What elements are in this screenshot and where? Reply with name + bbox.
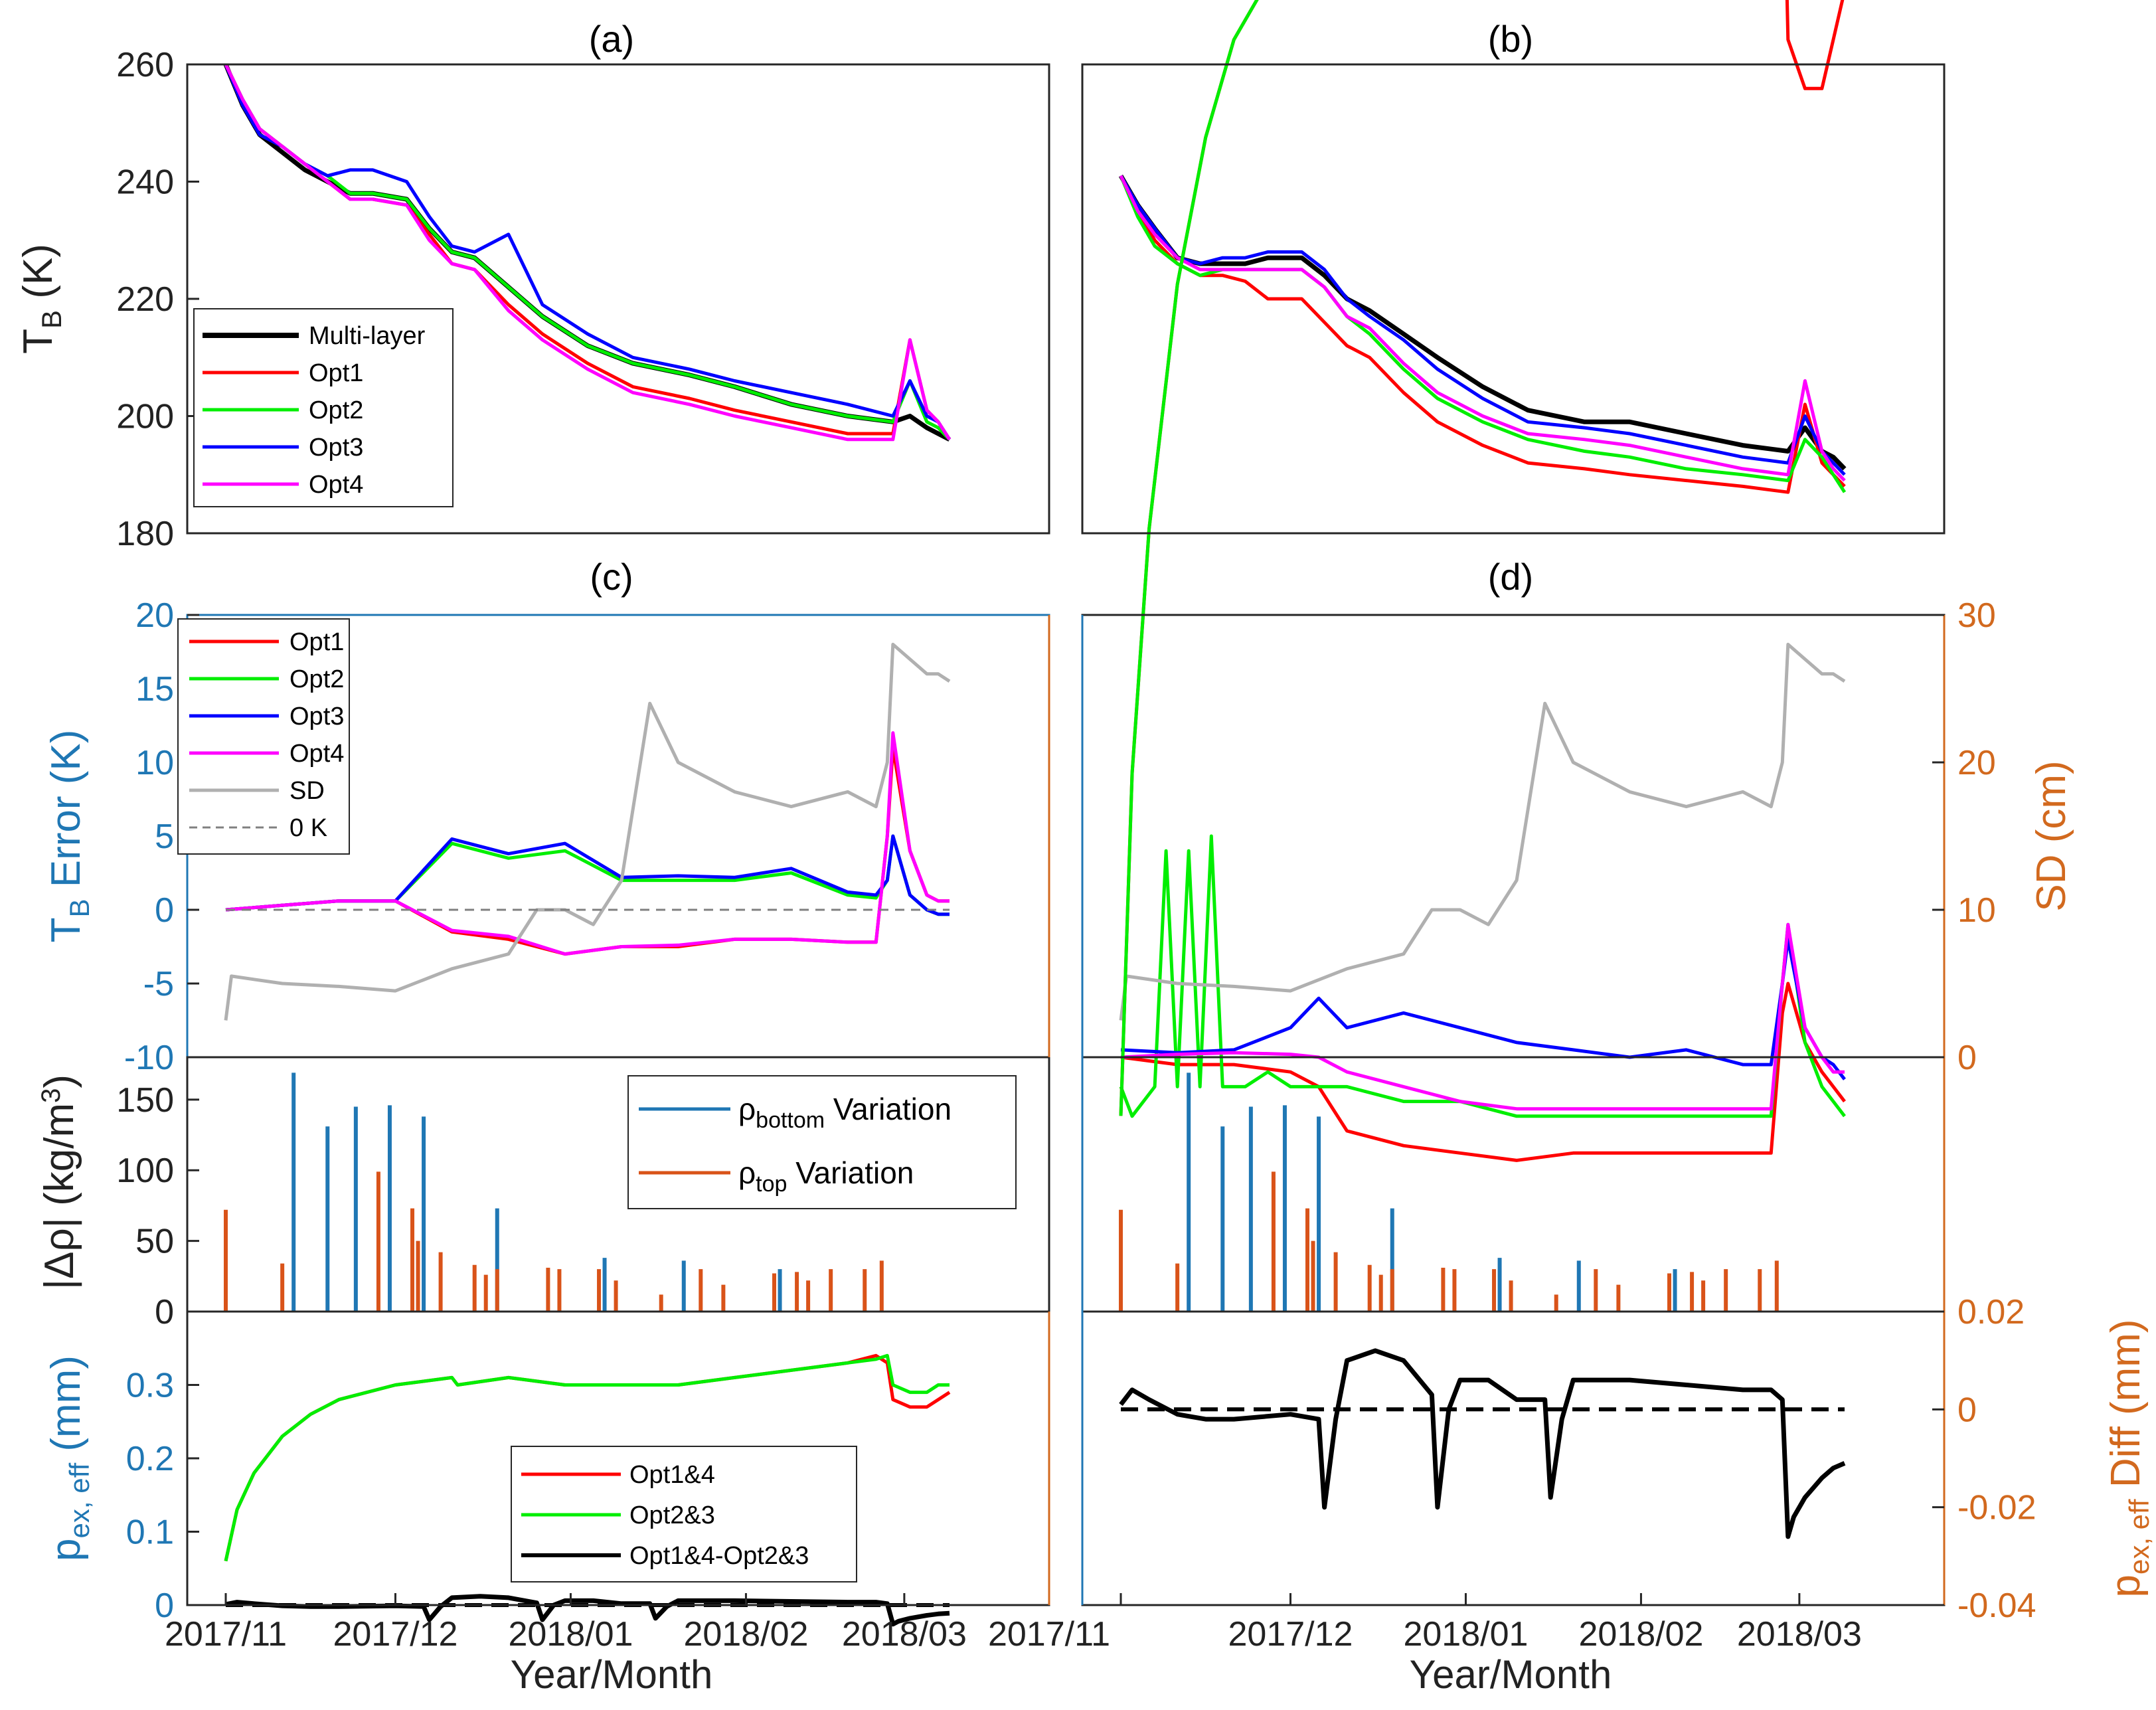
xtick-cp-1: 2017/12 (333, 1615, 457, 1654)
ytick-pex-tick-1: 0.1 (126, 1513, 174, 1552)
panel-b-frame (1081, 63, 1946, 535)
ytick-c-tick-1: -5 (143, 965, 174, 1003)
ytick-pex-tick-0: 0 (155, 1586, 174, 1625)
legend-c-item-4: Opt4 (290, 740, 344, 768)
legend-a-item-3: Opt2 (309, 396, 363, 424)
legend-c-item-3: Opt3 (290, 703, 344, 730)
legend-a: Multi-layer Opt1 Opt2 Opt3 Opt4 (193, 308, 454, 507)
xtick-cp-3: 2018/02 (683, 1615, 808, 1654)
ytick-rho-tick-0: 0 (155, 1293, 174, 1331)
xtick-dp-4: 2018/03 (1737, 1615, 1862, 1654)
y2tick-d-tick-1: 10 (1957, 891, 1996, 930)
ytick-rho-tick-1: 50 (135, 1223, 174, 1261)
ytick-a-tick-1: 200 (116, 398, 174, 436)
xtick-cp-4: 2018/03 (842, 1615, 967, 1654)
panel-a-plot (223, 63, 952, 442)
ylabel-sd: SD (cm) (2029, 760, 2074, 911)
xtick-cp-0: 2017/11 (165, 1615, 287, 1654)
legend-pex: Opt1&4 Opt2&3 Opt1&4-Opt2&3 (511, 1446, 857, 1582)
panel-c-yticks: -10 -5 0 5 10 15 20 (124, 596, 199, 1077)
legend-a-item-2: Opt1 (309, 359, 363, 387)
legend-rho-bottom: ρbottom Variation (738, 1092, 952, 1133)
xtick-cp-2: 2018/01 (508, 1615, 633, 1654)
legend-c-item-2: Opt2 (290, 665, 344, 693)
panel-title-b: (b) (1488, 18, 1533, 60)
legend-a-item-4: Opt3 (309, 434, 363, 462)
xticks: 2017/11 2017/12 2018/01 2018/02 2018/03 2017/… (165, 1593, 1862, 1654)
ylabel-tb: TB (K) (15, 244, 67, 354)
ytick-rho-tick-2: 100 (116, 1152, 174, 1190)
ytick-pex-tick-2: 0.2 (126, 1440, 174, 1478)
panel-c-plot (224, 642, 951, 1021)
y2tick-pexdiff-tick-1: 0 (1957, 1391, 1977, 1429)
ytick-c-tick-3: 5 (155, 817, 174, 856)
legend-c-item-1: Opt1 (290, 628, 344, 656)
panel-title-d: (d) (1488, 556, 1533, 598)
ytick-c-tick-5: 15 (135, 670, 174, 709)
series-cp-opt2-3 (224, 1353, 950, 1562)
series-a-opt4 (224, 63, 952, 442)
panel-d-density-plot (1119, 1072, 1779, 1312)
ytick-c-tick-2: 0 (155, 891, 174, 930)
ytick-c-tick-6: 20 (135, 596, 174, 635)
xlabel-right: Year/Month (1410, 1652, 1612, 1697)
y2tick-pexdiff-tick-0: 0.02 (1957, 1293, 2025, 1331)
series-dp-opt2-3 (1119, 0, 1259, 1116)
ylabel-tb-error: TB Error (K) (43, 730, 95, 943)
ytick-a-tick-3: 240 (116, 163, 174, 202)
y2tick-pexdiff-tick-2: -0.02 (1957, 1489, 2036, 1527)
xtick-dp-0: 2017/11 (988, 1615, 1110, 1654)
panel-c-density-plot (224, 1072, 884, 1312)
ylabel-pex-diff: pex, eff Diff (mm) (2103, 1319, 2155, 1597)
series-b-opt3 (1119, 175, 1846, 476)
series-c-opt4 (225, 731, 950, 956)
xtick-dp-2: 2018/01 (1403, 1615, 1528, 1654)
series-d-sd (1119, 642, 1846, 1021)
series-b-opt2 (1119, 175, 1847, 493)
ytick-c-tick-4: 10 (135, 744, 174, 782)
xtick-dp-1: 2017/12 (1228, 1615, 1353, 1654)
legend-c-item-6: 0 K (290, 814, 327, 842)
ytick-a-tick-4: 260 (116, 46, 174, 84)
panel-d-pex-plot (1119, 0, 1846, 1539)
legend-a-item-5: Opt4 (309, 471, 363, 499)
xlabel-left: Year/Month (511, 1652, 713, 1697)
legend-rho-top: ρtop Variation (738, 1155, 914, 1197)
panel-b-plot (1118, 174, 1847, 494)
ytick-a-tick-0: 180 (116, 515, 174, 553)
xtick-dp-3: 2018/02 (1578, 1615, 1703, 1654)
y2tick-d-tick-3: 30 (1957, 596, 1996, 635)
legend-density: ρbottom Variation ρtop Variation (627, 1075, 1017, 1209)
ylabel-drho: |Δρ| (kg/m3) (37, 1074, 82, 1290)
legend-pex-item-1: Opt1&4 (629, 1461, 715, 1489)
pex-yticks: 0 0.1 0.2 0.3 (126, 1367, 199, 1625)
panel-d-y2ticks: 0 10 20 30 (1932, 596, 1996, 1077)
legend-pex-item-2: Opt2&3 (629, 1501, 715, 1529)
panel-title-a: (a) (589, 18, 634, 60)
density-yticks: 0 50 100 150 (116, 1081, 199, 1331)
ytick-pex-tick-3: 0.3 (126, 1367, 174, 1405)
legend-c-item-5: SD (290, 777, 325, 805)
ytick-c-tick-0: -10 (124, 1039, 174, 1077)
legend-a-item-1: Multi-layer (309, 322, 426, 350)
series-b-opt4 (1119, 175, 1846, 482)
series-dp-opt1-4-opt2-3 (1119, 1348, 1846, 1539)
y2tick-d-tick-2: 20 (1957, 744, 1996, 782)
y2tick-pexdiff-tick-3: -0.04 (1957, 1586, 2036, 1625)
ytick-rho-tick-3: 150 (116, 1081, 174, 1120)
legend-pex-item-3: Opt1&4-Opt2&3 (629, 1542, 809, 1570)
panel-title-c: (c) (590, 556, 633, 598)
series-c-sd (224, 642, 951, 1021)
series-d-opt4 (1120, 922, 1845, 1111)
y2tick-d-tick-0: 0 (1957, 1039, 1977, 1077)
ytick-a-tick-2: 220 (116, 280, 174, 319)
panel-a-yticks: 180 200 220 240 260 (116, 46, 199, 553)
legend-c: Opt1 Opt2 Opt3 Opt4 SD 0 K (177, 618, 350, 855)
ylabel-pex: pex, eff (mm) (43, 1355, 95, 1561)
pex-diff-yticks: 0.02 0 -0.02 -0.04 (1932, 1293, 2036, 1625)
